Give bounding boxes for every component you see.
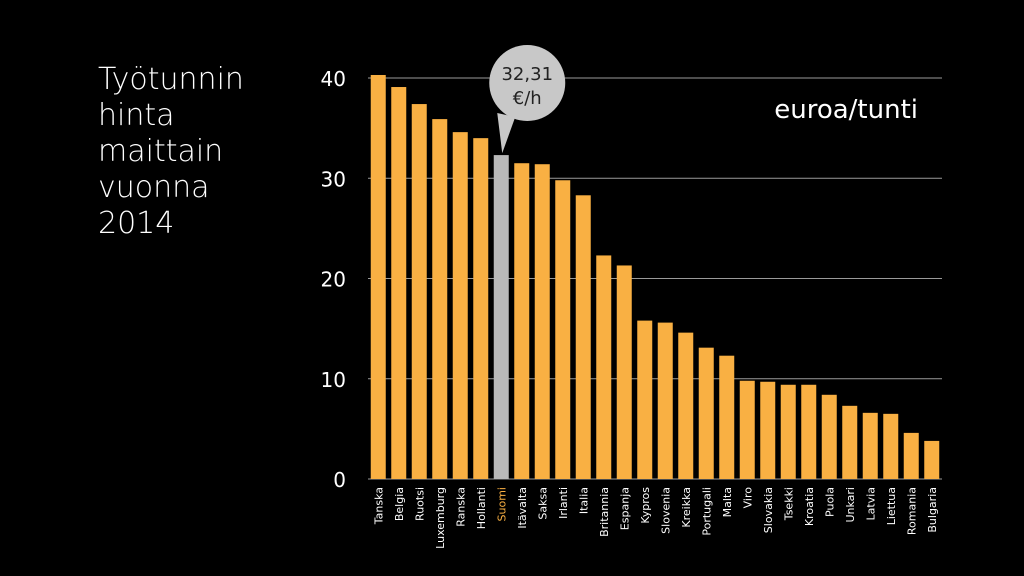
category-label: Liettua xyxy=(885,487,898,525)
bar-britannia xyxy=(596,255,612,479)
unit-label: euroa/tunti xyxy=(774,95,918,125)
bar-puola xyxy=(821,394,837,479)
category-label: Belgia xyxy=(393,487,406,521)
bar-liettua xyxy=(883,413,899,479)
callout-unit: €/h xyxy=(513,88,542,109)
y-tick-label: 30 xyxy=(321,167,346,191)
bar-itävalta xyxy=(514,163,530,479)
title-line-4: vuonna xyxy=(98,170,210,205)
title-line-5: 2014 xyxy=(98,206,175,241)
category-label: Itävalta xyxy=(516,487,529,529)
bar-belgia xyxy=(391,87,407,480)
category-label: Romania xyxy=(905,487,918,535)
y-tick-label: 10 xyxy=(321,368,346,392)
title-line-1: Työtunnin xyxy=(98,62,244,97)
bar-espanja xyxy=(616,265,632,479)
bar-italia xyxy=(575,195,591,480)
category-label: Puola xyxy=(823,487,836,517)
category-label: Kypros xyxy=(639,487,652,524)
category-label: Irlanti xyxy=(557,487,570,519)
bar-malta xyxy=(719,355,735,479)
bar-kroatia xyxy=(801,384,817,479)
category-label: Unkari xyxy=(844,487,857,523)
category-label: Espanja xyxy=(618,487,631,530)
category-label: Britannia xyxy=(598,487,611,537)
bar-ruotsi xyxy=(411,104,427,479)
bar-viro xyxy=(739,380,755,479)
title-line-2: hinta xyxy=(98,98,175,133)
y-tick-label: 20 xyxy=(321,268,346,292)
category-label: Ruotsi xyxy=(413,487,426,521)
y-tick-label: 0 xyxy=(333,468,346,492)
bar-latvia xyxy=(862,412,878,479)
category-label: Ranska xyxy=(454,487,467,527)
bar-bulgaria xyxy=(924,440,940,479)
bar-kreikka xyxy=(678,332,694,479)
category-label: Italia xyxy=(577,487,590,514)
category-label: Tanska xyxy=(372,487,385,525)
bar-romania xyxy=(903,432,919,479)
chart-title: Työtunnin hinta maittain vuonna 2014 xyxy=(98,62,244,242)
category-label: Suomi xyxy=(495,487,508,521)
bar-saksa xyxy=(534,164,550,479)
bar-tanska xyxy=(370,74,386,480)
category-label: Slovenia xyxy=(659,487,672,534)
category-label: Tsekki xyxy=(782,487,795,521)
title-line-3: maittain xyxy=(98,134,224,169)
category-label: Malta xyxy=(721,487,734,517)
bar-slovakia xyxy=(760,381,776,479)
category-label: Saksa xyxy=(536,487,549,520)
category-label: Viro xyxy=(741,487,754,509)
category-label: Hollanti xyxy=(475,487,488,529)
callout-value: 32,31 xyxy=(501,64,553,85)
callout-bubble xyxy=(489,45,566,121)
bar-slovenia xyxy=(657,322,673,479)
bar-luxemburg xyxy=(432,119,448,479)
category-label: Bulgaria xyxy=(926,487,939,533)
bar-hollanti xyxy=(473,138,489,479)
category-label: Portugali xyxy=(700,487,713,536)
bar-portugali xyxy=(698,347,714,479)
bar-suomi xyxy=(493,155,509,479)
callout-pointer xyxy=(497,113,516,154)
bar-irlanti xyxy=(555,180,571,479)
bar-ranska xyxy=(452,132,468,479)
category-label: Luxemburg xyxy=(434,487,447,549)
category-label: Slovakia xyxy=(762,487,775,533)
bar-kypros xyxy=(637,320,653,479)
category-label: Latvia xyxy=(864,487,877,521)
bar-tsekki xyxy=(780,384,796,479)
category-label: Kreikka xyxy=(680,487,693,528)
y-tick-label: 40 xyxy=(321,67,346,91)
bar-unkari xyxy=(842,405,858,479)
category-label: Kroatia xyxy=(803,487,816,526)
